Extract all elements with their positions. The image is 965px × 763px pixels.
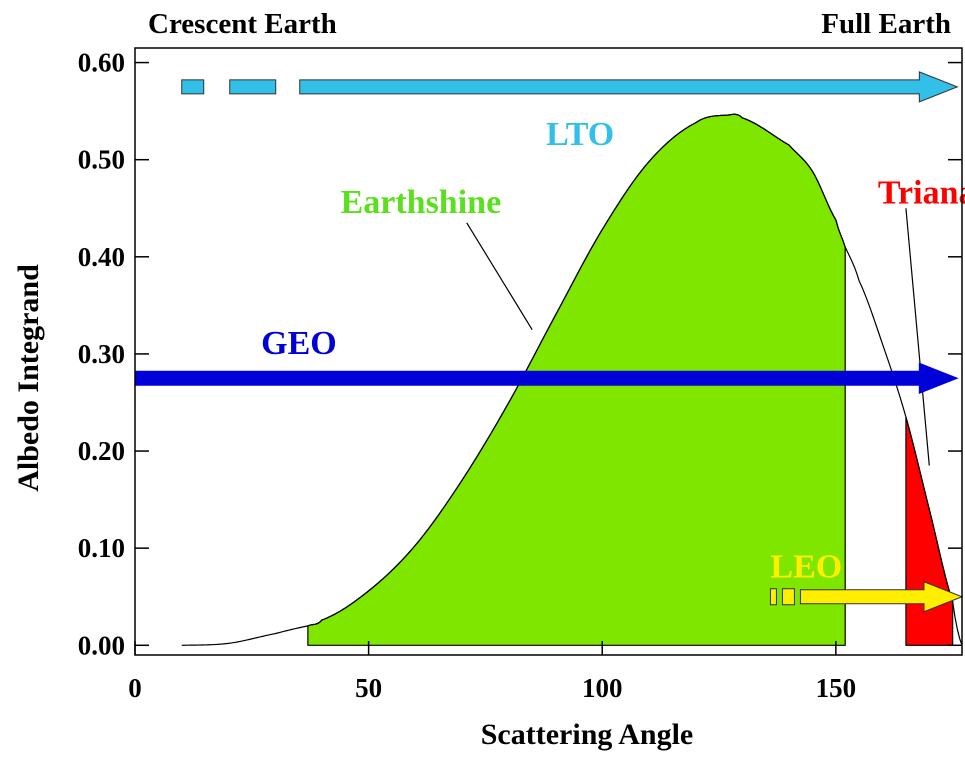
leo-arrow [799,580,964,613]
x-tick-label: 150 [816,673,857,703]
y-tick-label: 0.40 [78,242,125,272]
y-tick-label: 0.30 [78,339,125,369]
pointer-earthshine [466,222,533,330]
full-earth-label: Full Earth [821,8,951,40]
y-axis-title: Albedo Integrand [12,264,45,492]
earthshine-label: Earthshine [341,184,502,221]
lto-dash-2 [229,79,277,95]
lto-dash-1 [181,79,205,95]
triana-label: Triana [878,174,965,211]
plot-frame [134,47,963,656]
y-tick-label: 0.10 [78,533,125,563]
leo-dash-2 [781,588,795,606]
pointer-triana [905,208,930,466]
lto-label: LTO [546,116,614,153]
crescent-earth-label: Crescent Earth [148,8,337,40]
x-tick-label: 50 [355,673,382,703]
x-axis-title: Scattering Angle [481,718,693,751]
y-tick-label: 0.50 [78,145,125,175]
x-tick-label: 0 [128,673,142,703]
x-tick-label: 100 [582,673,623,703]
geo-arrow [134,362,959,394]
y-tick-label: 0.20 [78,436,125,466]
geo-label: GEO [261,325,337,362]
albedo-curve [181,113,963,646]
y-tick-label: 0.60 [78,48,125,78]
region-triana [905,416,954,646]
lto-arrow [299,71,959,103]
leo-label: LEO [770,548,842,585]
plot-group: LTO GEO LEO Earthshine Triana [134,71,965,646]
leo-dash-1 [769,588,777,606]
y-tick-label: 0.00 [78,630,125,660]
